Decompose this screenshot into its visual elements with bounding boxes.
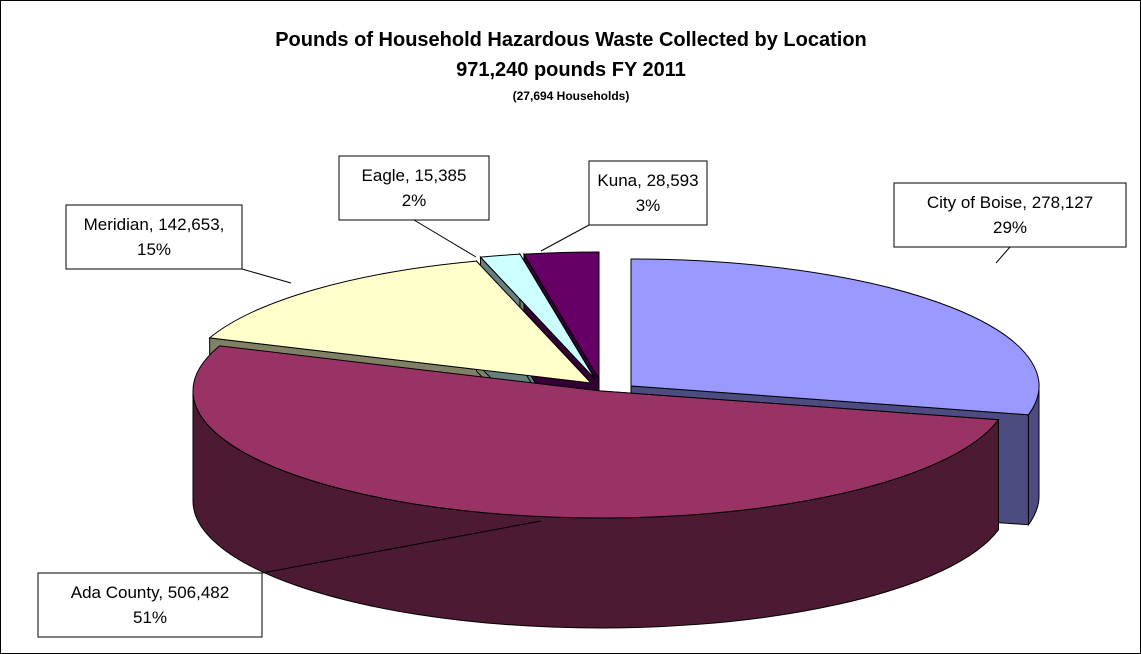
label-box-eagle xyxy=(338,155,490,221)
chart-subtitle: 971,240 pounds FY 2011 xyxy=(456,59,686,81)
data-label-percent-kuna: 3% xyxy=(636,196,661,215)
data-label-percent-eagle: 2% xyxy=(402,191,427,210)
slice-city-of-boise xyxy=(630,258,1040,416)
label-box-ada-county xyxy=(37,572,263,638)
leader-line-city-of-boise xyxy=(995,246,1011,264)
slice-kuna xyxy=(523,251,600,381)
leader-line-eagle xyxy=(413,219,477,258)
chart-title: Pounds of Household Hazardous Waste Coll… xyxy=(275,29,867,51)
label-box-city-of-boise xyxy=(893,182,1127,248)
leader-line-kuna xyxy=(540,224,590,252)
data-label-ada-county: Ada County, 506,482 xyxy=(71,583,229,602)
chart-note: (27,694 Households) xyxy=(513,89,630,103)
data-label-eagle: Eagle, 15,385 xyxy=(362,166,467,185)
slices-layer xyxy=(192,251,1040,629)
slice-ada-county xyxy=(192,345,1000,519)
data-label-kuna: Kuna, 28,593 xyxy=(597,171,698,190)
data-label-percent-meridian: 15% xyxy=(137,240,171,259)
slice-eagle xyxy=(479,253,596,380)
label-box-meridian xyxy=(65,204,243,270)
slice-meridian xyxy=(208,260,593,384)
data-label-city-of-boise: City of Boise, 278,127 xyxy=(927,193,1093,212)
leader-line-ada-county xyxy=(261,520,542,574)
data-label-percent-ada-county: 51% xyxy=(133,608,167,627)
leader-line-meridian xyxy=(241,268,292,284)
labels-layer: City of Boise, 278,127 29% Ada County, 506… xyxy=(37,155,1127,638)
label-box-kuna xyxy=(588,160,708,226)
data-label-percent-city-of-boise: 29% xyxy=(993,218,1027,237)
data-label-meridian: Meridian, 142,653, xyxy=(84,215,225,234)
